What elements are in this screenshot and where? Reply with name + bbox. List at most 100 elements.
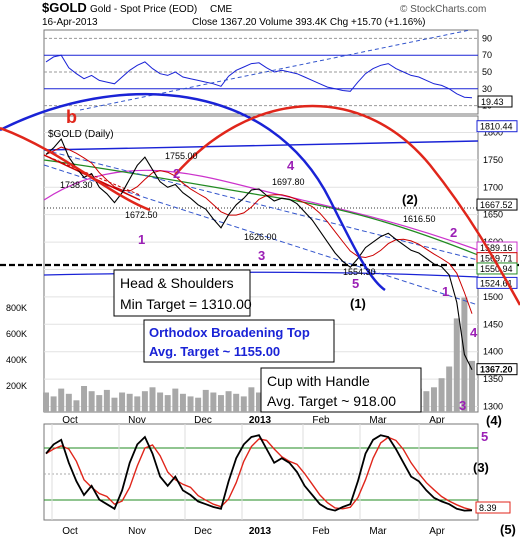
red-arc-left [0, 126, 151, 212]
volume-bar [430, 387, 437, 412]
volume-bar [164, 395, 171, 412]
volume-bar [217, 395, 224, 412]
price-level-label: 1367.20 [480, 365, 513, 375]
price-1697: 1697.80 [272, 177, 305, 187]
price-level-box [476, 198, 518, 211]
stoch-value-label: 8.39 [479, 503, 497, 513]
price-tick-label: 1500 [483, 292, 503, 302]
watermark: © StockCharts.com [400, 4, 486, 15]
price-tick-label: 1300 [483, 402, 503, 412]
volume-bar [111, 397, 118, 412]
blue-arc [0, 92, 386, 292]
wave-4c: 4 [470, 325, 478, 340]
rsi-tick-label: 50 [482, 67, 492, 77]
wave-4a: 4 [287, 158, 295, 173]
rsi-tick-label: 30 [482, 84, 492, 94]
ma-short-line [45, 146, 473, 314]
price-tick-label: 1800 [483, 127, 503, 137]
volume-bar [149, 387, 156, 412]
price-1738: 1738.30 [60, 180, 93, 190]
volume-bar [73, 400, 80, 412]
volume-bar [88, 391, 95, 412]
price-level-label: 1589.16 [480, 243, 513, 253]
wave-1a: 1 [138, 232, 145, 247]
x-tick-label: Dec [194, 415, 212, 426]
wave-b: b [66, 107, 77, 127]
ma-mid-line [43, 159, 479, 256]
date-label: 16-Apr-2013 [42, 17, 98, 28]
price-level-label: 1524.61 [480, 278, 513, 288]
volume-bar [157, 392, 164, 412]
wave-3c: 3 [459, 398, 466, 413]
x-tick-label: 2013 [249, 526, 272, 537]
wave-5d: 5 [481, 429, 488, 444]
volume-bar [248, 387, 255, 412]
volume-bar [423, 391, 430, 412]
red-arc-main [174, 104, 520, 306]
symbol-title: $GOLD [42, 0, 87, 15]
price-1755: 1755.00 [165, 151, 198, 161]
x-tick-label: Mar [369, 526, 387, 537]
price-level-label: 1569.71 [480, 254, 513, 264]
wave-5a: 5 [352, 276, 359, 291]
x-tick-label: Oct [62, 526, 78, 537]
volume-tick-label: 400K [6, 355, 27, 365]
wave-1b: (1) [350, 296, 366, 311]
x-tick-label: Feb [312, 415, 330, 426]
cup-line2: Avg. Target ~ 918.00 [267, 393, 396, 409]
price-level-box [476, 120, 518, 133]
rsi-tick-label: 90 [482, 33, 492, 43]
wave-4-paren: (4) [486, 413, 502, 428]
volume-bar [50, 396, 57, 412]
rsi-line [45, 54, 473, 99]
obt-line2: Avg. Target ~ 1155.00 [149, 344, 280, 359]
wave-2b: (2) [402, 192, 418, 207]
wave-2a: 2 [173, 166, 180, 181]
cup-line1: Cup with Handle [267, 373, 370, 389]
x-tick-label: Apr [429, 415, 445, 426]
stats-line: Close 1367.20 Volume 393.4K Chg +15.70 (… [192, 17, 426, 28]
broadening-top-box: Orthodox Broadening Top Avg. Target ~ 11… [143, 319, 335, 363]
price-1554: 1554.30 [343, 267, 376, 277]
exchange-label: CME [210, 4, 233, 15]
volume-bar [225, 391, 232, 412]
rsi-tick-label: 70 [482, 50, 492, 60]
volume-bar [103, 389, 110, 412]
volume-bar [179, 393, 186, 412]
volume-bar [438, 378, 445, 412]
volume-bar [195, 397, 202, 412]
x-tick-label: Nov [128, 526, 146, 537]
volume-tick-label: 200K [6, 381, 27, 391]
price-panel-label: $GOLD (Daily) [48, 129, 114, 140]
volume-bar [210, 392, 217, 412]
price-tick-label: 1700 [483, 182, 503, 192]
instrument-name: Gold - Spot Price (EOD) [90, 4, 197, 15]
wave-2c: 2 [450, 225, 457, 240]
volume-bar [81, 386, 88, 412]
price-level-box [476, 363, 518, 376]
volume-bar [240, 396, 247, 412]
volume-bar [172, 388, 179, 412]
x-tick-label: Feb [312, 526, 330, 537]
volume-tick-label: 800K [6, 303, 27, 313]
price-level-label: 1667.52 [480, 200, 513, 210]
wave-3a: 3 [258, 248, 265, 263]
price-line [45, 137, 473, 371]
volume-bar [134, 396, 141, 412]
volume-bar [187, 396, 194, 412]
volume-bar [202, 389, 209, 412]
x-tick-label: Dec [194, 526, 212, 537]
rsi-value-label: 19.43 [481, 97, 504, 107]
price-tick-label: 1350 [483, 374, 503, 384]
price-1616: 1616.50 [403, 214, 436, 224]
obt-line1: Orthodox Broadening Top [149, 325, 310, 340]
volume-bar [119, 392, 126, 412]
price-tick-label: 1750 [483, 155, 503, 165]
price-tick-label: 1400 [483, 347, 503, 357]
resistance-1810-line [43, 140, 479, 151]
hs-line2: Min Target = 1310.00 [120, 296, 252, 312]
volume-bar [256, 392, 262, 412]
rsi-panel: 9070503010 19.43 [43, 29, 513, 115]
